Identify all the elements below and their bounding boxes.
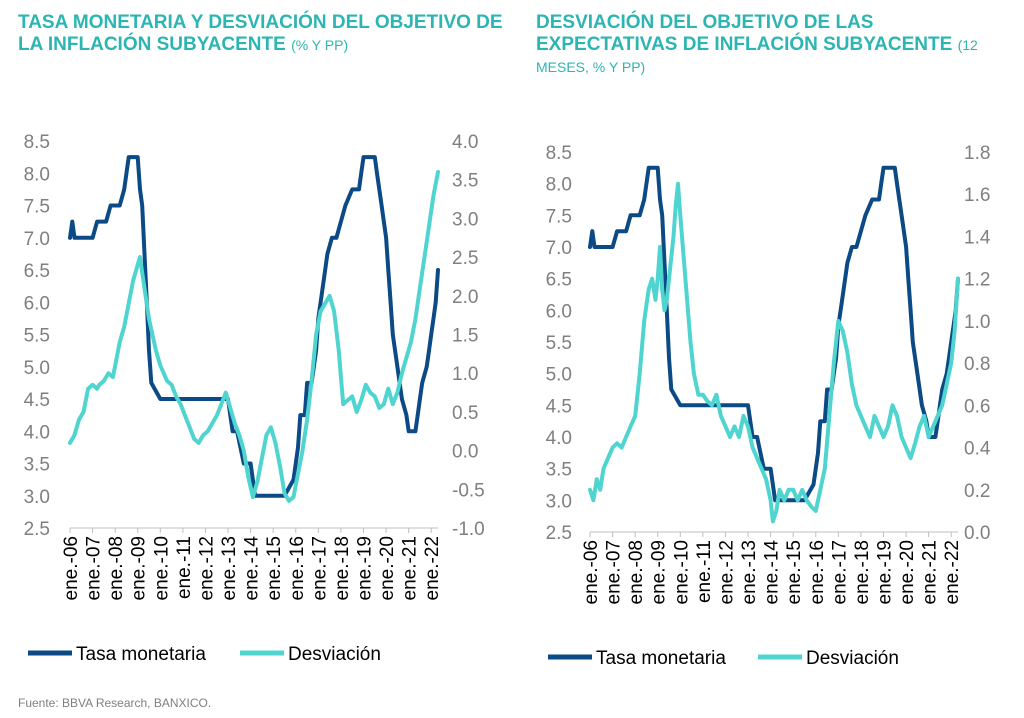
chart-subtitle: (12 MESES, % Y PP)	[536, 37, 978, 75]
y-right-tick-label: 0.8	[964, 354, 990, 375]
x-tick-label: ene.-14	[242, 536, 263, 601]
y-right-tick-label: -1.0	[452, 519, 485, 540]
x-tick-label: ene.-10	[671, 540, 692, 604]
y-right-tick-label: 1.6	[964, 185, 990, 206]
y-right-tick-label: 0.0	[964, 523, 990, 544]
y-left-tick-label: 2.5	[24, 519, 50, 540]
y-right-tick-label: 1.4	[964, 227, 991, 248]
x-tick-label: ene.-15	[784, 540, 805, 604]
y-right-tick-label: 1.0	[964, 312, 990, 333]
x-tick-label: ene.-22	[422, 536, 443, 600]
x-tick-label: ene.-19	[874, 540, 895, 604]
y-left-tick-label: 3.5	[546, 460, 572, 481]
y-right-tick-label: 1.2	[964, 270, 990, 291]
y-right-tick-label: 0.6	[964, 396, 990, 417]
x-tick-label: ene.-19	[354, 536, 375, 600]
chart-subtitle: (% Y PP)	[291, 37, 349, 53]
x-tick-label: ene.-21	[400, 536, 421, 600]
x-tick-label: ene.-10	[151, 536, 172, 600]
y-left-tick-label: 6.5	[24, 261, 50, 282]
x-tick-label: ene.-11	[174, 536, 195, 599]
y-left-tick-label: 7.0	[546, 238, 572, 259]
y-left-tick-label: 3.5	[24, 455, 50, 476]
chart-panel-right: DESVIACIÓN DEL OBJETIVO DE LAS EXPECTATI…	[512, 0, 1024, 690]
y-left-tick-label: 7.5	[24, 197, 50, 218]
series-line-desviacion	[68, 170, 440, 503]
y-right-tick-label: 3.0	[452, 209, 478, 230]
y-left-tick-label: 6.5	[546, 270, 572, 291]
x-tick-label: ene.-13	[219, 536, 240, 600]
y-left-tick-label: 5.0	[546, 365, 572, 386]
y-left-tick-label: 7.5	[546, 206, 572, 227]
y-right-tick-label: 1.5	[452, 326, 478, 347]
x-tick-label: ene.-07	[604, 540, 625, 604]
x-tick-label: ene.-12	[196, 536, 217, 600]
y-left-tick-label: 8.0	[546, 175, 572, 196]
x-tick-label: ene.-20	[897, 540, 918, 604]
chart-panel-left: TASA MONETARIA Y DESVIACIÓN DEL OBJETIVO…	[0, 0, 512, 690]
series-line-desviacion	[588, 181, 960, 524]
y-right-tick-label: 1.8	[964, 143, 990, 164]
chart-svg-left: 2.5 3.0 3.5 4.0 4.5 5.0 5.5 6.0 6.5 7.0 7.5 8.0 8.5 -…	[24, 132, 485, 665]
y-left-tick-label: 7.0	[24, 229, 50, 250]
y-left-tick-label: 3.0	[546, 491, 572, 512]
chart-svg-right: 2.5 3.0 3.5 4.0 4.5 5.0 5.5 6.0 6.5 7.0 7.5 8.0 8.5 0…	[546, 143, 991, 669]
chart-title-text: DESVIACIÓN DEL OBJETIVO DE LAS EXPECTATI…	[536, 12, 953, 55]
y-left-tick-label: 5.5	[24, 326, 50, 347]
x-tick-label: ene.-06	[581, 540, 602, 604]
series-line-tasa-monetaria	[588, 165, 960, 503]
x-tick-label: ene.-15	[264, 536, 285, 600]
y-right-tick-label: 3.5	[452, 171, 478, 192]
legend-label: Desviación	[288, 644, 381, 665]
x-tick-label: ene.-12	[716, 540, 737, 604]
legend-label: Tasa monetaria	[596, 648, 726, 669]
legend-label: Tasa monetaria	[76, 644, 206, 665]
y-left-tick-label: 4.0	[546, 428, 572, 449]
y-right-tick-label: 1.0	[452, 364, 478, 385]
y-left-tick-label: 4.5	[24, 390, 50, 411]
x-tick-label: ene.-07	[84, 536, 105, 600]
x-tick-label: ene.-09	[649, 540, 670, 604]
y-right-tick-label: 0.2	[964, 481, 990, 502]
x-tick-label: ene.-06	[61, 536, 82, 600]
y-left-tick-label: 2.5	[546, 523, 572, 544]
x-tick-label: ene.-11	[694, 540, 715, 603]
x-tick-label: ene.-17	[829, 540, 850, 604]
x-tick-label: ene.-08	[626, 540, 647, 604]
x-tick-label: ene.-08	[106, 536, 127, 600]
y-right-tick-label: 4.0	[452, 132, 478, 153]
x-tick-label: ene.-18	[852, 540, 873, 604]
y-left-tick-label: 8.5	[24, 132, 50, 153]
chart-title-left: TASA MONETARIA Y DESVIACIÓN DEL OBJETIVO…	[18, 12, 518, 56]
x-tick-label: ene.-21	[920, 540, 941, 604]
y-left-tick-label: 4.5	[546, 396, 572, 417]
y-right-tick-label: 2.5	[452, 248, 478, 269]
x-tick-label: ene.-22	[942, 540, 963, 604]
y-left-tick-label: 8.5	[546, 143, 572, 164]
y-left-tick-label: 6.0	[24, 293, 50, 314]
legend-label: Desviación	[806, 648, 899, 669]
y-left-tick-label: 5.0	[24, 358, 50, 379]
source-note: Fuente: BBVA Research, BANXICO.	[18, 696, 212, 710]
x-tick-label: ene.-16	[287, 536, 308, 600]
x-tick-label: ene.-14	[762, 540, 783, 605]
chart-title-right: DESVIACIÓN DEL OBJETIVO DE LAS EXPECTATI…	[536, 12, 1016, 78]
y-right-tick-label: 0.5	[452, 403, 478, 424]
y-left-tick-label: 3.0	[24, 487, 50, 508]
x-tick-label: ene.-17	[309, 536, 330, 600]
chart-title-text: TASA MONETARIA Y DESVIACIÓN DEL OBJETIVO…	[18, 12, 503, 55]
y-right-tick-label: -0.5	[452, 480, 485, 501]
x-tick-label: ene.-09	[129, 536, 150, 600]
y-left-tick-label: 5.5	[546, 333, 572, 354]
y-left-tick-label: 8.0	[24, 164, 50, 185]
y-right-tick-label: 0.4	[964, 439, 991, 460]
x-tick-label: ene.-18	[332, 536, 353, 600]
x-tick-label: ene.-16	[807, 540, 828, 604]
y-right-tick-label: 0.0	[452, 442, 478, 463]
x-tick-label: ene.-20	[377, 536, 398, 600]
y-left-tick-label: 6.0	[546, 301, 572, 322]
y-left-tick-label: 4.0	[24, 422, 50, 443]
y-right-tick-label: 2.0	[452, 287, 478, 308]
x-tick-label: ene.-13	[739, 540, 760, 604]
